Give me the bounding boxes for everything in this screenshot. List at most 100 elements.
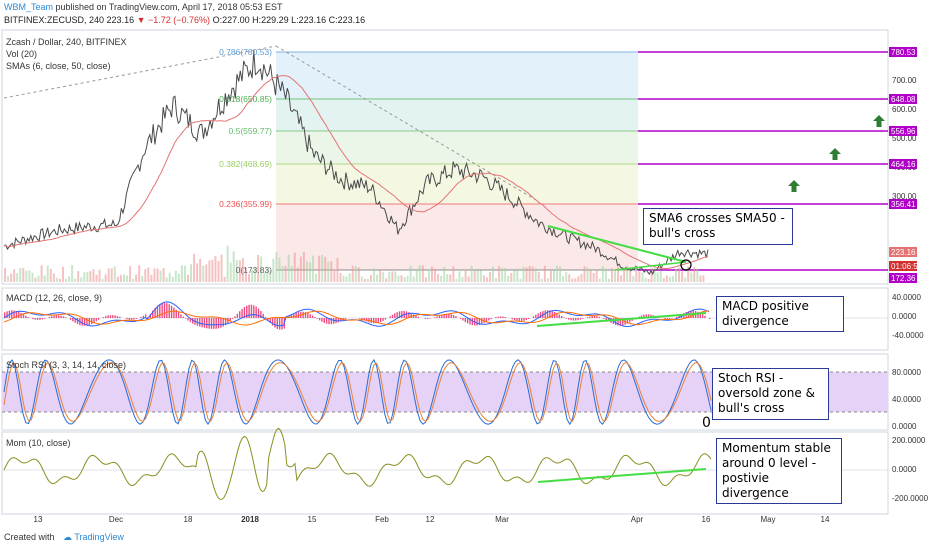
volume-bar <box>400 275 403 282</box>
volume-bar <box>266 268 269 282</box>
volume-bar <box>55 277 58 282</box>
publish-header: WBM_Team published on TradingView.com, A… <box>4 2 283 13</box>
macd-hist-bar <box>281 318 283 330</box>
macd-hist-bar <box>676 316 678 318</box>
volume-bar <box>693 267 696 282</box>
macd-hist-bar <box>701 314 704 318</box>
macd-hist-bar <box>290 314 293 318</box>
volume-bar <box>248 274 250 282</box>
macd-hist-bar <box>361 318 363 320</box>
price-tag-text: 464.16 <box>891 160 916 169</box>
x-axis-label: 15 <box>308 515 317 524</box>
volume-bar <box>546 277 549 282</box>
price-tick-label: 500.00 <box>892 134 917 143</box>
macd-hist-bar <box>278 318 281 330</box>
macd-hist-bar <box>330 318 333 325</box>
macd-hist-bar <box>69 318 72 320</box>
mom-tick-label: -200.0000 <box>892 494 929 503</box>
macd-hist-bar <box>76 318 79 325</box>
volume-bar <box>614 269 616 282</box>
macd-hist-bar <box>274 318 276 328</box>
macd-hist-bar <box>671 318 673 319</box>
macd-hist-bar <box>598 316 600 318</box>
mom-annotation[interactable]: Momentum stable around 0 level - postivi… <box>716 438 842 504</box>
volume-bar <box>424 277 427 282</box>
mom-green-trendline <box>537 468 707 483</box>
macd-hist-bar <box>495 317 497 318</box>
tradingview-link[interactable]: TradingView <box>74 532 124 542</box>
volume-bar <box>488 272 491 282</box>
volume-bar <box>446 274 449 282</box>
volume-bar <box>617 266 620 282</box>
macd-hist-bar <box>231 318 234 319</box>
macd-hist-bar <box>589 316 591 318</box>
rsi-annotation[interactable]: Stoch RSI - oversold zone & bull's cross <box>712 368 829 420</box>
macd-hist-bar <box>217 318 220 329</box>
macd-hist-bar <box>408 312 410 318</box>
macd-hist-bar <box>112 315 114 318</box>
macd-hist-bar <box>384 318 387 320</box>
volume-bar <box>360 276 363 282</box>
macd-hist-bar <box>95 318 98 322</box>
volume-bar <box>174 270 177 282</box>
macd-hist-bar <box>239 311 241 318</box>
macd-hist-bar <box>15 310 18 318</box>
price-tag-bg <box>889 273 917 283</box>
macd-annotation[interactable]: MACD positive divergence <box>716 296 844 332</box>
volume-bar <box>168 272 171 282</box>
macd-hist-bar <box>262 313 264 318</box>
volume-bar <box>534 268 537 282</box>
volume-bar <box>284 265 287 282</box>
macd-hist-bar <box>25 315 27 318</box>
volume-bar <box>348 273 351 282</box>
macd-hist-bar <box>572 318 575 321</box>
macd-hist-bar <box>206 318 208 329</box>
fib-level-label: 0.618(650.85) <box>219 94 272 104</box>
macd-hist-bar <box>429 318 431 319</box>
ohlc: O:227.00 H:229.29 L:223.16 C:223.16 <box>212 15 366 25</box>
macd-hist-bar <box>647 314 650 318</box>
macd-hist-bar <box>337 318 340 323</box>
volume-bar <box>22 267 25 282</box>
sma-annotation[interactable]: SMA6 crosses SMA50 - bull's cross <box>643 208 793 245</box>
volume-bar <box>229 262 232 282</box>
macd-hist-bar <box>502 316 504 318</box>
volume-bar <box>562 275 565 282</box>
macd-hist-bar <box>201 318 203 328</box>
volume-bar <box>58 278 61 282</box>
volume-bar <box>116 276 119 282</box>
macd-hist-bar <box>333 318 335 324</box>
macd-hist-bar <box>575 318 577 321</box>
macd-hist-bar <box>560 315 563 318</box>
volume-bar <box>397 275 400 282</box>
macd-hist-bar <box>582 318 584 319</box>
tradingview-logo-icon: ☁ <box>63 532 73 542</box>
macd-hist-bar <box>6 311 8 318</box>
rsi-tick-label: 40.0000 <box>892 395 921 404</box>
macd-hist-bar <box>229 318 231 322</box>
volume-bar <box>412 276 415 282</box>
macd-hist-bar <box>224 318 227 326</box>
username-link[interactable]: WBM_Team <box>4 2 54 12</box>
price-tag-text: 356.41 <box>891 200 916 209</box>
macd-hist-bar <box>311 315 314 318</box>
macd-hist-bar <box>464 318 466 323</box>
macd-hist-bar <box>640 315 643 318</box>
macd-green-trendline <box>536 312 707 327</box>
volume-bar <box>342 275 345 282</box>
macd-hist-bar <box>709 318 711 320</box>
volume-bar <box>501 267 504 282</box>
macd-hist-bar <box>556 313 558 318</box>
macd-hist-bar <box>382 318 384 321</box>
volume-bar <box>415 268 418 282</box>
macd-hist-bar <box>269 318 271 323</box>
macd-hist-bar <box>192 318 194 324</box>
macd-hist-bar <box>166 303 168 318</box>
volume-bar <box>10 273 13 282</box>
volume-bar <box>647 278 650 282</box>
macd-hist-bar <box>13 310 15 318</box>
volume-bar <box>235 260 238 282</box>
volume-bar <box>565 271 568 282</box>
macd-hist-bar <box>417 316 419 318</box>
volume-bar <box>473 270 476 282</box>
